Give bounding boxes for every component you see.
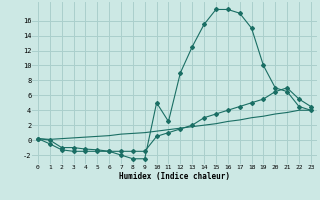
X-axis label: Humidex (Indice chaleur): Humidex (Indice chaleur)	[119, 172, 230, 181]
